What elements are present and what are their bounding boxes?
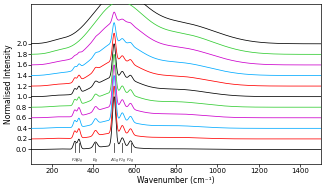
Text: $F_{2g}$: $F_{2g}$ xyxy=(71,156,79,165)
Text: $A_{1g}$: $A_{1g}$ xyxy=(110,156,119,165)
Text: $E_g$: $E_g$ xyxy=(92,156,99,165)
Text: $F_{2g}$: $F_{2g}$ xyxy=(75,156,83,165)
Y-axis label: Normalised Intensity: Normalised Intensity xyxy=(4,44,13,124)
X-axis label: Wavenumber (cm⁻¹): Wavenumber (cm⁻¹) xyxy=(137,176,215,185)
Text: $F_{2g}$: $F_{2g}$ xyxy=(126,156,135,165)
Text: $F_{2g}$: $F_{2g}$ xyxy=(118,156,126,165)
